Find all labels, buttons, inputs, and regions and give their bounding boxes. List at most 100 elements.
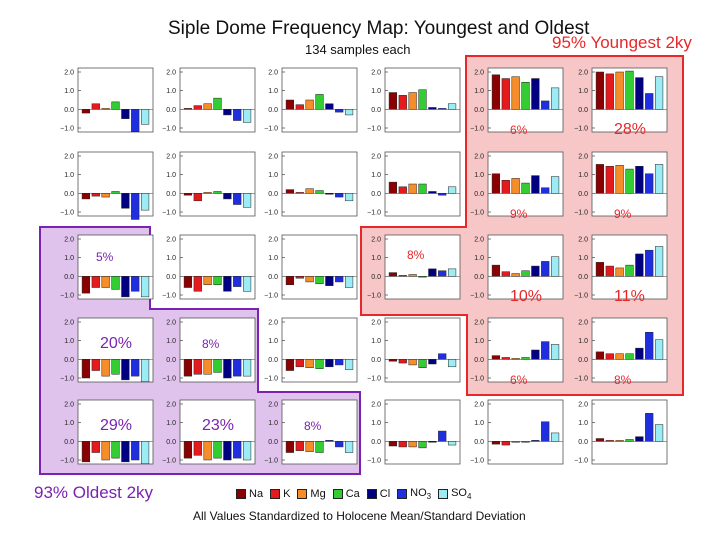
legend-label: Ca	[345, 488, 360, 500]
y-tick-label: 0.0	[268, 357, 278, 364]
bar-so4	[654, 424, 664, 442]
y-tick-label: 0.0	[166, 357, 176, 364]
bar-mg	[408, 441, 417, 448]
y-tick-label: −1.0	[162, 126, 176, 133]
bar-k	[398, 95, 407, 110]
y-tick-label: 1.0	[166, 338, 176, 345]
bar-mg	[408, 359, 417, 366]
percent-label: 9%	[614, 207, 632, 221]
bar-mg	[615, 71, 624, 110]
bar-cl	[635, 436, 644, 442]
bar-mg	[408, 274, 417, 277]
bar-so4	[654, 246, 664, 277]
y-tick-label: −1.0	[367, 458, 381, 465]
y-tick-label: 2.0	[64, 237, 74, 244]
bar-na	[285, 359, 295, 371]
subplot-r1c0: 2.0 1.0 0.0 −1.0	[60, 151, 154, 220]
y-tick-label: −1.0	[574, 376, 588, 383]
bar-so4	[242, 359, 252, 377]
subplot-r1c3: 2.0 1.0 0.0 −1.0	[367, 151, 461, 217]
y-tick-label: −1.0	[470, 376, 484, 383]
bar-ca	[315, 190, 324, 194]
percent-label: 5%	[96, 250, 114, 264]
bar-cl	[428, 441, 437, 443]
bar-ca	[418, 276, 427, 278]
bar-cl	[325, 440, 334, 442]
legend-label: NO3	[410, 486, 432, 502]
bar-no3	[233, 276, 242, 287]
y-tick-label: 0.0	[371, 107, 381, 114]
percent-label: 23%	[202, 417, 234, 434]
y-tick-label: 1.0	[64, 338, 74, 345]
bar-mg	[615, 165, 624, 194]
bar-ca	[625, 353, 634, 360]
bar-no3	[438, 430, 447, 442]
bar-na	[81, 109, 91, 114]
y-tick-label: 1.0	[268, 338, 278, 345]
bar-k	[91, 276, 100, 288]
y-tick-label: 2.0	[474, 154, 484, 161]
y-tick-label: 0.0	[64, 439, 74, 446]
bar-cl	[325, 276, 334, 286]
bar-mg	[408, 183, 417, 194]
bar-k	[295, 276, 304, 279]
bar-k	[605, 73, 614, 110]
bar-cl	[121, 276, 130, 298]
bar-so4	[140, 276, 150, 298]
bar-cl	[325, 193, 334, 195]
y-tick-label: 0.0	[474, 439, 484, 446]
y-tick-label: 1.0	[474, 338, 484, 345]
bar-cl	[635, 253, 644, 277]
y-tick-label: 0.0	[166, 107, 176, 114]
y-tick-label: 2.0	[371, 154, 381, 161]
subplot-r3c4: 2.0 1.0 0.0 −1.0	[470, 317, 564, 383]
subplot-r4c1: 2.0 1.0 0.0 −1.0	[162, 399, 256, 465]
y-tick-label: 2.0	[578, 154, 588, 161]
bar-no3	[131, 109, 140, 132]
bar-cl	[531, 78, 540, 110]
bar-k	[91, 359, 100, 371]
bar-k	[91, 193, 100, 197]
bar-no3	[233, 109, 242, 121]
subplot-r3c1: 2.0 1.0 0.0 −1.0	[162, 317, 256, 383]
subplot-r4c2: 2.0 1.0 0.0 −1.0	[264, 399, 358, 465]
bar-mg	[511, 441, 520, 443]
legend-swatch	[297, 489, 308, 499]
bar-k	[193, 193, 202, 202]
bar-no3	[335, 276, 344, 283]
y-tick-label: −1.0	[470, 126, 484, 133]
bar-ca	[111, 191, 120, 194]
bar-na	[595, 351, 605, 360]
bar-ca	[521, 270, 530, 277]
y-tick-label: 2.0	[64, 70, 74, 77]
bar-ca	[213, 359, 222, 373]
y-tick-label: 2.0	[268, 154, 278, 161]
percent-label: 8%	[407, 248, 425, 262]
y-tick-label: 0.0	[166, 439, 176, 446]
bar-ca	[315, 441, 324, 453]
bar-cl	[428, 359, 437, 365]
bar-mg	[408, 92, 417, 110]
legend-label: Mg	[310, 488, 326, 500]
bar-so4	[242, 193, 252, 208]
bar-cl	[223, 276, 232, 292]
y-tick-label: −1.0	[367, 293, 381, 300]
subplot-r2c3: 2.0 1.0 0.0 −1.0	[367, 234, 461, 300]
y-tick-label: −1.0	[162, 458, 176, 465]
y-tick-label: 1.0	[371, 255, 381, 262]
bar-k	[501, 78, 510, 110]
bar-k	[91, 441, 100, 453]
bar-mg	[203, 192, 212, 194]
bar-so4	[447, 186, 457, 194]
y-tick-label: −1.0	[264, 126, 278, 133]
bar-ca	[315, 359, 324, 369]
legend-item-so4: SO4	[438, 487, 471, 501]
subplot-frame	[77, 67, 154, 133]
bar-mg	[203, 359, 212, 375]
bar-ca	[521, 182, 530, 194]
y-tick-label: 2.0	[166, 154, 176, 161]
bar-ca	[521, 357, 530, 360]
bar-so4	[140, 359, 150, 382]
bar-no3	[438, 270, 447, 277]
